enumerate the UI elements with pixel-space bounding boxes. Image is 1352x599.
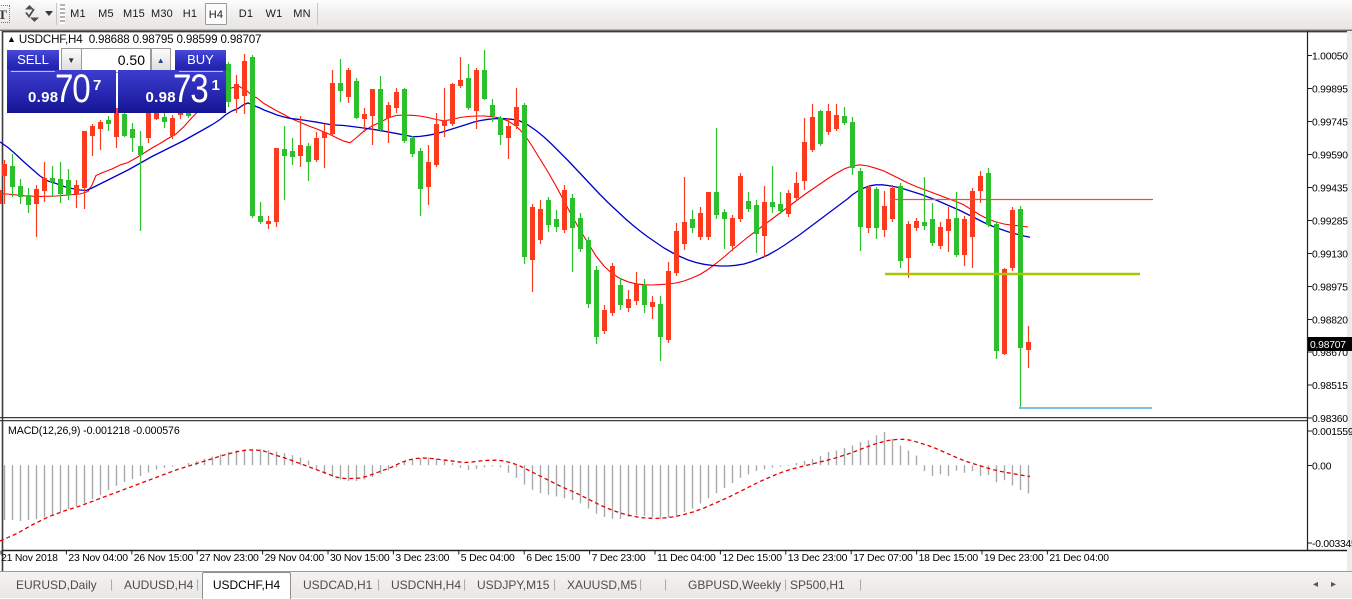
svg-text:27 Nov 23:00: 27 Nov 23:00 (199, 553, 259, 564)
svg-text:0.99895: 0.99895 (1312, 84, 1348, 95)
svg-text:-0.003345: -0.003345 (1312, 539, 1352, 550)
svg-text:30 Nov 15:00: 30 Nov 15:00 (330, 553, 390, 564)
svg-text:0.98515: 0.98515 (1312, 381, 1348, 392)
svg-text:0.98670: 0.98670 (1312, 348, 1348, 359)
svg-text:21 Nov 2018: 21 Nov 2018 (1, 553, 58, 564)
svg-text:3 Dec 23:00: 3 Dec 23:00 (395, 553, 449, 564)
svg-text:0.00: 0.00 (1312, 461, 1332, 472)
svg-text:0.98820: 0.98820 (1312, 315, 1348, 326)
svg-text:23 Nov 04:00: 23 Nov 04:00 (68, 553, 128, 564)
svg-text:21 Dec 04:00: 21 Dec 04:00 (1049, 553, 1109, 564)
svg-text:0.99285: 0.99285 (1312, 216, 1348, 227)
svg-text:0.99130: 0.99130 (1312, 249, 1348, 260)
svg-text:0.98975: 0.98975 (1312, 282, 1348, 293)
svg-text:13 Dec 23:00: 13 Dec 23:00 (788, 553, 848, 564)
svg-text:0.99590: 0.99590 (1312, 150, 1348, 161)
svg-text:17 Dec 07:00: 17 Dec 07:00 (853, 553, 913, 564)
svg-text:5 Dec 04:00: 5 Dec 04:00 (461, 553, 515, 564)
svg-text:29 Nov 04:00: 29 Nov 04:00 (265, 553, 325, 564)
svg-text:0.001559: 0.001559 (1312, 427, 1352, 438)
svg-text:18 Dec 15:00: 18 Dec 15:00 (919, 553, 979, 564)
svg-text:0.98707: 0.98707 (1310, 340, 1346, 351)
svg-text:0.99745: 0.99745 (1312, 117, 1348, 128)
svg-text:7 Dec 23:00: 7 Dec 23:00 (592, 553, 646, 564)
svg-text:11 Dec 04:00: 11 Dec 04:00 (657, 553, 716, 564)
svg-text:1.00050: 1.00050 (1312, 51, 1348, 62)
svg-text:0.99435: 0.99435 (1312, 183, 1348, 194)
svg-text:0.98360: 0.98360 (1312, 414, 1348, 425)
svg-text:19 Dec 23:00: 19 Dec 23:00 (984, 553, 1044, 564)
svg-text:6 Dec 15:00: 6 Dec 15:00 (526, 553, 580, 564)
svg-text:26 Nov 15:00: 26 Nov 15:00 (134, 553, 194, 564)
svg-text:12 Dec 15:00: 12 Dec 15:00 (722, 553, 782, 564)
